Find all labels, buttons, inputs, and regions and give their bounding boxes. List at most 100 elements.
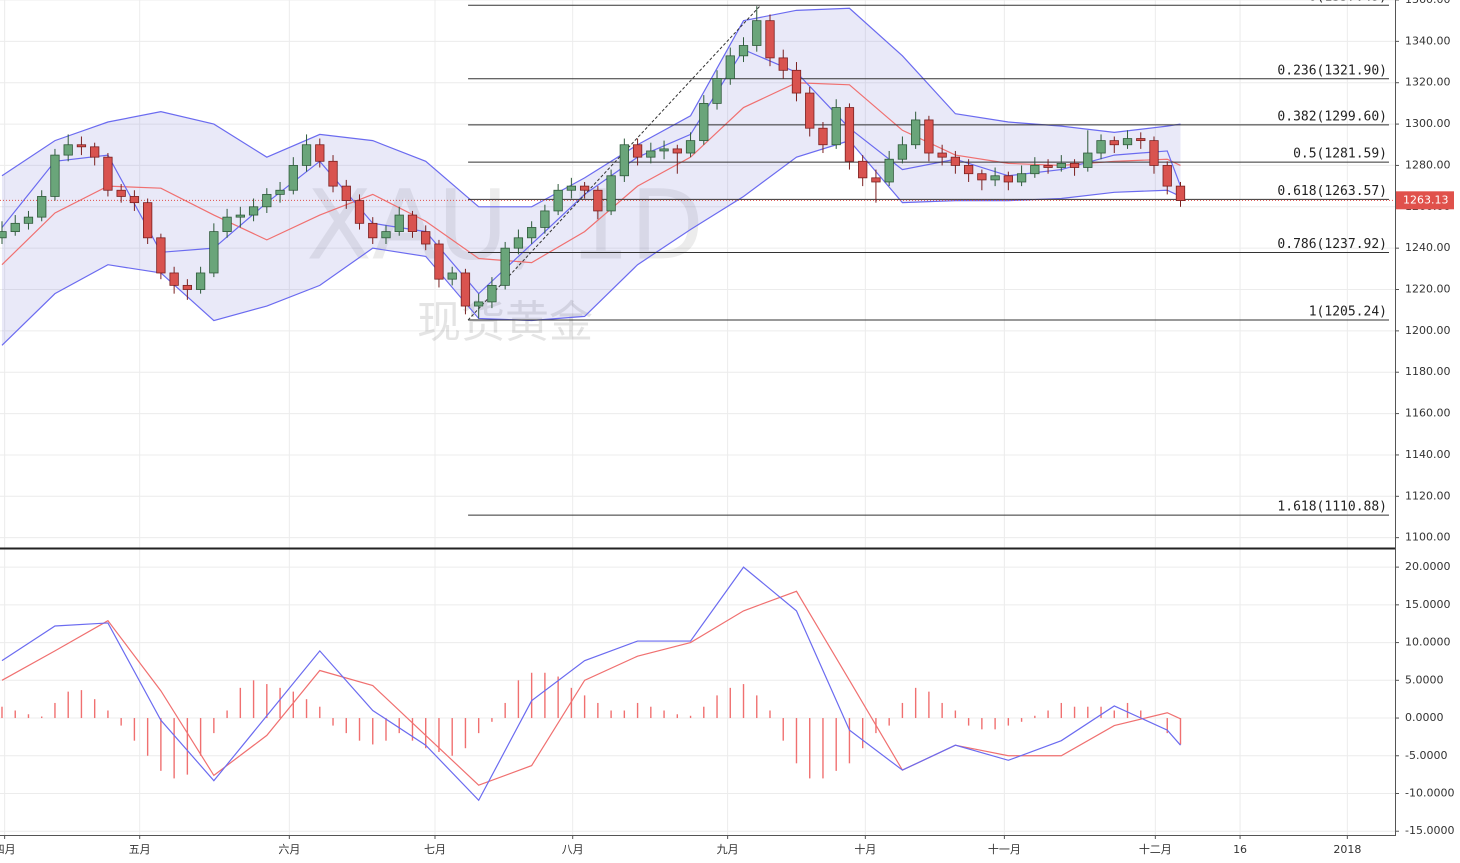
x-tick-label: 16 — [1233, 843, 1247, 856]
candle-body — [712, 78, 722, 104]
candle-body — [765, 20, 775, 59]
candle-body — [1175, 185, 1186, 201]
candle-body — [963, 165, 974, 175]
trendline — [467, 4, 762, 321]
candle-body — [434, 243, 444, 280]
band-fill — [1, 8, 1181, 346]
y-tick-label: 1280.00 — [1405, 158, 1451, 171]
plot: 0(1357.49) 0.236(1321.90) 0.382(1299.60) 0.… — [0, 0, 1395, 802]
last-price-label: 1263.13 — [1403, 193, 1449, 206]
candle-body — [301, 144, 312, 166]
candle-body — [1136, 138, 1146, 142]
candle-body — [1016, 173, 1027, 183]
candle-body — [341, 185, 351, 201]
y-tick-label: 5.0000 — [1405, 673, 1444, 686]
candle-body — [328, 160, 338, 187]
candle-body — [950, 156, 961, 166]
candle-body — [354, 200, 365, 224]
candle-body — [129, 196, 140, 204]
candle-body — [487, 284, 497, 303]
y-tick-label: -15.0000 — [1405, 824, 1454, 837]
y-tick-label: 1360.00 — [1405, 0, 1451, 6]
y-tick-label: -5.0000 — [1405, 749, 1447, 762]
candle-body — [368, 222, 378, 239]
watermark-sub: 现货黄金 — [417, 297, 593, 348]
candle-body — [752, 20, 762, 46]
candle-body — [381, 231, 391, 239]
y-tick-label: 20.0000 — [1405, 560, 1451, 573]
candle-body — [553, 189, 563, 212]
candle-body — [37, 196, 47, 218]
candle-body — [699, 102, 709, 142]
x-tick-label: 六月 — [278, 843, 300, 856]
last-price-box — [1396, 191, 1454, 210]
candle-body — [460, 272, 471, 307]
y-tick-label: 1120.00 — [1405, 489, 1451, 502]
band-upper — [1, 7, 1181, 208]
candle-body — [778, 57, 788, 71]
candle-body — [394, 214, 404, 233]
candle-body — [63, 144, 73, 156]
macd-dea — [1, 590, 1181, 786]
x-tick-label: 五月 — [129, 843, 151, 856]
candle-body — [23, 216, 34, 224]
candle-body — [169, 272, 179, 286]
candle-body — [1162, 165, 1172, 187]
candle-body — [1096, 140, 1106, 154]
candle-body — [540, 210, 550, 228]
candle-body — [421, 231, 431, 245]
candle-body — [1043, 165, 1053, 168]
candle-body — [527, 227, 537, 239]
candle-body — [871, 177, 881, 183]
candle-body — [593, 189, 603, 212]
candle-body — [619, 144, 629, 177]
fib-label: 0(1357.49) — [1309, 0, 1387, 5]
candle-body — [1069, 162, 1080, 168]
candle-body — [407, 214, 418, 233]
fib-label: 0.5(1281.59) — [1293, 147, 1387, 162]
candle-body — [579, 185, 590, 191]
candle-body — [90, 146, 100, 158]
y-tick-label: -10.0000 — [1405, 786, 1454, 799]
fib-label: 0.786(1237.92) — [1277, 237, 1387, 252]
x-tick-label: 八月 — [562, 843, 584, 856]
candle-body — [725, 55, 735, 79]
fib-label: 0.236(1321.90) — [1277, 63, 1387, 78]
candle-body — [222, 216, 232, 233]
candle-body — [1122, 138, 1133, 146]
fib-label: 0.382(1299.60) — [1277, 109, 1387, 124]
x-tick-label: 十二月 — [1139, 842, 1172, 856]
y-tick-label: 10.0000 — [1405, 636, 1451, 649]
candle-body — [262, 193, 272, 208]
candle-body — [858, 160, 868, 179]
candle-body — [791, 69, 802, 94]
y-tick-label: 1220.00 — [1405, 283, 1451, 296]
candle-body — [646, 150, 656, 158]
y-tick-label: 0.0000 — [1405, 711, 1444, 724]
y-tick-label: 1180.00 — [1405, 365, 1451, 378]
candle-body — [738, 45, 749, 57]
candle-body — [275, 189, 285, 195]
candle-body — [103, 156, 113, 191]
candle-body — [977, 173, 987, 181]
fib-label: 1(1205.24) — [1309, 305, 1387, 320]
candle-body — [1030, 165, 1040, 175]
candle-body — [500, 247, 510, 286]
y-tick-label: 1300.00 — [1405, 117, 1451, 130]
candle-body — [659, 148, 669, 152]
x-tick-label: 九月 — [717, 843, 739, 856]
candle-body — [447, 272, 457, 280]
candle-body — [685, 140, 696, 154]
candle-body — [474, 301, 484, 307]
y-tick-label: 1240.00 — [1405, 241, 1451, 254]
y-tick-label: 15.0000 — [1405, 598, 1451, 611]
x-tick-label: 十一月 — [988, 842, 1021, 856]
candle-body — [156, 237, 166, 274]
candle-body — [513, 237, 524, 249]
candle-body — [672, 148, 682, 154]
candle-body — [632, 144, 643, 158]
candle-body — [1083, 152, 1093, 168]
x-tick-label: 2018 — [1333, 843, 1361, 856]
